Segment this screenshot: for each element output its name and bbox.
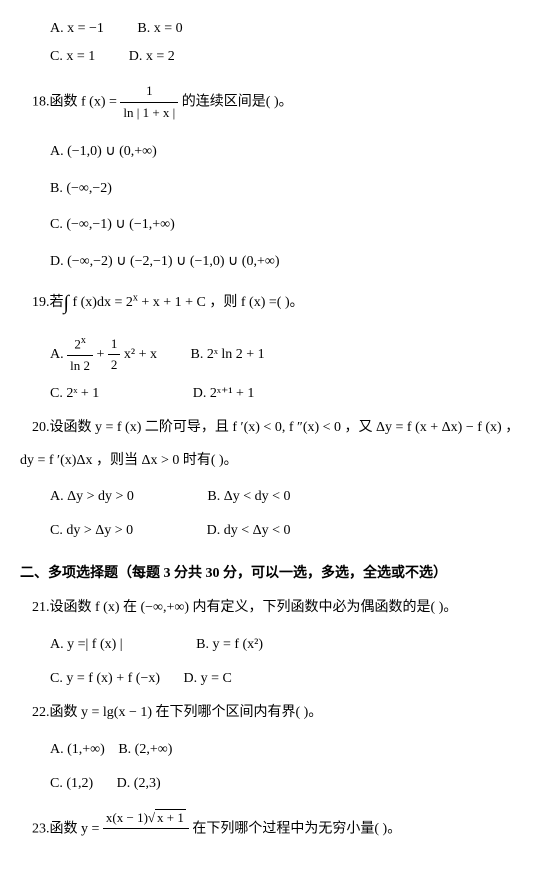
q22-opt-c: C. (1,2) — [50, 773, 93, 795]
q23-suffix: 在下列哪个过程中为无穷小量( )。 — [192, 821, 401, 836]
q17-options: A. x = −1 B. x = 0 C. x = 1 D. x = 2 — [50, 18, 529, 69]
q23-fraction: x(x − 1)√x + 1 x³ 1 — [103, 808, 189, 851]
q20: 20.设函数 y = f (x) 二阶可导，且 f ′(x) < 0, f ″(… — [20, 417, 529, 543]
q19-prefix: 19.若 — [32, 295, 64, 310]
q21-opt-b: B. y = f (x²) — [196, 634, 263, 656]
q19-opt-b: B. 2ˣ ln 2 + 1 — [191, 344, 265, 366]
q18-opt-c: C. (−∞,−1) ∪ (−1,+∞) — [50, 217, 175, 232]
q19-opt-a: A. 2x ln 2 + 1 2 x² + x — [50, 333, 157, 377]
q21: 21.设函数 f (x) 在 (−∞,+∞) 内有定义，下列函数中必为偶函数的是… — [20, 597, 529, 690]
q19-opt-c: C. 2ˣ + 1 — [50, 383, 99, 405]
q19: 19.若∫ f (x)dx = 2x + x + 1 + C ，则 f (x) … — [20, 287, 529, 405]
q18-prefix: 18.函数 f (x) = — [32, 94, 120, 109]
q23-prefix: 23.函数 y = — [32, 821, 103, 836]
q17-opt-b: B. x = 0 — [137, 18, 182, 40]
q17-opt-a: A. x = −1 — [50, 18, 104, 40]
q22: 22.函数 y = lg(x − 1) 在下列哪个区间内有界( )。 A. (1… — [20, 702, 529, 795]
q18-opt-b: B. (−∞,−2) — [50, 181, 112, 196]
q22-opt-b: B. (2,+∞) — [118, 739, 172, 761]
q20-stem2: dy = f ′(x)Δx ，则当 Δx > 0 时有( )。 — [20, 450, 529, 472]
q21-opt-d: D. y = C — [184, 668, 232, 690]
q18-opt-a: A. (−1,0) ∪ (0,+∞) — [50, 144, 157, 159]
q20-opt-b: B. Δy < dy < 0 — [207, 486, 290, 508]
q18: 18.函数 f (x) = 1 ln | 1 + x | 的连续区间是( )。 … — [20, 81, 529, 273]
q19-opt-d: D. 2ˣ⁺¹ + 1 — [193, 383, 255, 405]
q23: 23.函数 y = x(x − 1)√x + 1 x³ 1 在下列哪个过程中为无… — [20, 808, 529, 851]
q20-opt-d: D. dy < Δy < 0 — [207, 520, 291, 542]
q17-opt-d: D. x = 2 — [129, 46, 175, 68]
q22-stem: 22.函数 y = lg(x − 1) 在下列哪个区间内有界( )。 — [32, 702, 529, 724]
q18-opt-d: D. (−∞,−2) ∪ (−2,−1) ∪ (−1,0) ∪ (0,+∞) — [50, 254, 279, 269]
q20-opt-c: C. dy > Δy > 0 — [50, 520, 133, 542]
q22-opt-d: D. (2,3) — [117, 773, 161, 795]
q17-opt-c: C. x = 1 — [50, 46, 95, 68]
q21-stem: 21.设函数 f (x) 在 (−∞,+∞) 内有定义，下列函数中必为偶函数的是… — [32, 597, 529, 619]
q22-opt-a: A. (1,+∞) — [50, 739, 105, 761]
q20-opt-a: A. Δy > dy > 0 — [50, 486, 134, 508]
q21-opt-a: A. y =| f (x) | — [50, 634, 123, 656]
section2-header: 二、多项选择题（每题 3 分共 30 分，可以一选，多选，全选或不选） — [20, 563, 529, 585]
q20-stem1: 20.设函数 y = f (x) 二阶可导，且 f ′(x) < 0, f ″(… — [32, 417, 529, 439]
q21-opt-c: C. y = f (x) + f (−x) — [50, 668, 160, 690]
q18-fraction: 1 ln | 1 + x | — [120, 81, 178, 124]
q18-suffix: 的连续区间是( )。 — [182, 94, 293, 109]
